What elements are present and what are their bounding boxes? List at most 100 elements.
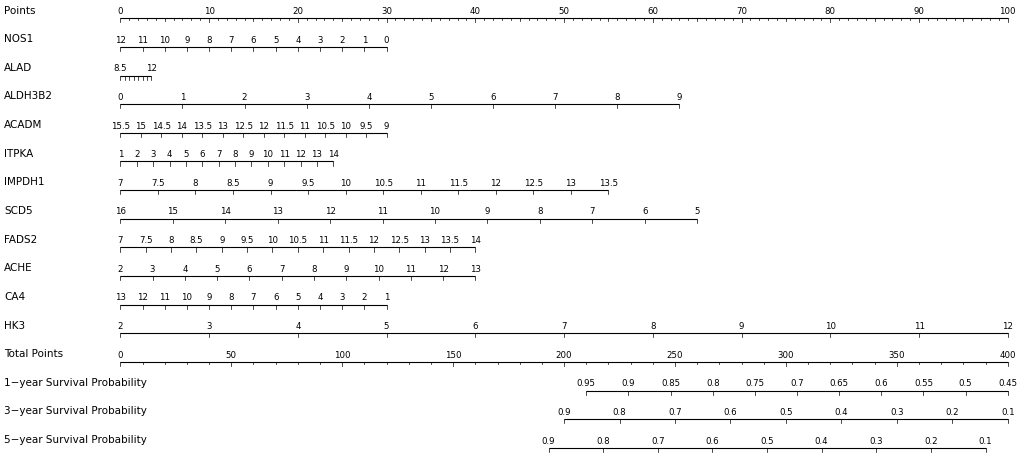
Text: 0: 0 [383, 36, 389, 45]
Text: 7: 7 [560, 322, 567, 331]
Text: 400: 400 [999, 351, 1015, 360]
Text: 13: 13 [272, 207, 283, 217]
Text: 3: 3 [206, 322, 212, 331]
Text: 1: 1 [179, 93, 185, 102]
Text: 13: 13 [470, 265, 480, 274]
Text: 6: 6 [200, 150, 205, 159]
Text: 0.4: 0.4 [834, 408, 848, 417]
Text: 9: 9 [383, 122, 389, 131]
Text: 10: 10 [824, 322, 835, 331]
Text: 10.5: 10.5 [288, 236, 307, 245]
Text: 0: 0 [117, 351, 123, 360]
Text: 2: 2 [117, 322, 123, 331]
Text: 0.75: 0.75 [745, 379, 763, 388]
Text: ACHE: ACHE [4, 263, 33, 273]
Text: 13: 13 [419, 236, 430, 245]
Text: 7: 7 [278, 265, 284, 274]
Text: ALDH3B2: ALDH3B2 [4, 91, 53, 101]
Text: 5: 5 [694, 207, 699, 217]
Text: 8: 8 [537, 207, 542, 217]
Text: 12: 12 [146, 64, 157, 73]
Text: 13.5: 13.5 [440, 236, 460, 245]
Text: 9: 9 [206, 293, 212, 303]
Text: 50: 50 [558, 7, 569, 16]
Text: 6: 6 [247, 265, 252, 274]
Text: Total Points: Total Points [4, 349, 63, 359]
Text: 10: 10 [373, 265, 383, 274]
Text: 3: 3 [150, 265, 155, 274]
Text: 200: 200 [555, 351, 572, 360]
Text: 7: 7 [251, 293, 256, 303]
Text: 0.65: 0.65 [828, 379, 848, 388]
Text: 12: 12 [324, 207, 335, 217]
Text: 4: 4 [294, 322, 301, 331]
Text: 13: 13 [217, 122, 228, 131]
Text: 3: 3 [304, 93, 309, 102]
Text: 8: 8 [614, 93, 620, 102]
Text: 6: 6 [273, 293, 278, 303]
Text: 80: 80 [824, 7, 835, 16]
Text: 0.5: 0.5 [779, 408, 792, 417]
Text: 5: 5 [183, 150, 189, 159]
Text: 40: 40 [470, 7, 480, 16]
Text: 0.7: 0.7 [667, 408, 681, 417]
Text: 11.5: 11.5 [448, 179, 468, 188]
Text: 12: 12 [368, 236, 379, 245]
Text: 3: 3 [339, 293, 344, 303]
Text: 7: 7 [117, 179, 123, 188]
Text: 0.1: 0.1 [978, 436, 991, 446]
Text: 4: 4 [182, 265, 187, 274]
Text: 1: 1 [117, 150, 123, 159]
Text: 8.5: 8.5 [113, 64, 127, 73]
Text: 0.9: 0.9 [556, 408, 571, 417]
Text: 60: 60 [647, 7, 657, 16]
Text: 6: 6 [472, 322, 478, 331]
Text: 2: 2 [362, 293, 367, 303]
Text: 0.6: 0.6 [722, 408, 737, 417]
Text: 11: 11 [913, 322, 923, 331]
Text: 10: 10 [339, 122, 351, 131]
Text: 11: 11 [159, 293, 170, 303]
Text: 12.5: 12.5 [389, 236, 409, 245]
Text: 2: 2 [133, 150, 140, 159]
Text: 0.2: 0.2 [923, 436, 936, 446]
Text: 1: 1 [383, 293, 389, 303]
Text: 8: 8 [228, 293, 233, 303]
Text: CA4: CA4 [4, 292, 25, 302]
Text: 3: 3 [150, 150, 156, 159]
Text: 10: 10 [429, 207, 440, 217]
Text: 9: 9 [343, 265, 348, 274]
Text: 10: 10 [267, 236, 278, 245]
Text: 8: 8 [168, 236, 173, 245]
Text: 14: 14 [327, 150, 338, 159]
Text: 6: 6 [251, 36, 256, 45]
Text: 13.5: 13.5 [193, 122, 212, 131]
Text: 0.3: 0.3 [890, 408, 903, 417]
Text: 11: 11 [299, 122, 310, 131]
Text: 0.2: 0.2 [945, 408, 958, 417]
Text: 0.85: 0.85 [660, 379, 680, 388]
Text: 7: 7 [589, 207, 594, 217]
Text: 10: 10 [181, 293, 193, 303]
Text: 0.8: 0.8 [705, 379, 718, 388]
Text: 3−year Survival Probability: 3−year Survival Probability [4, 406, 147, 416]
Text: 7.5: 7.5 [139, 236, 153, 245]
Text: 14.5: 14.5 [152, 122, 171, 131]
Text: 11: 11 [137, 36, 148, 45]
Text: 0.45: 0.45 [998, 379, 1016, 388]
Text: 5: 5 [383, 322, 389, 331]
Text: SCD5: SCD5 [4, 206, 33, 216]
Text: ALAD: ALAD [4, 63, 33, 73]
Text: 100: 100 [999, 7, 1015, 16]
Text: 13.5: 13.5 [598, 179, 618, 188]
Text: 0: 0 [117, 7, 123, 16]
Text: 250: 250 [666, 351, 683, 360]
Text: 4: 4 [294, 36, 301, 45]
Text: 12: 12 [1002, 322, 1012, 331]
Text: 50: 50 [225, 351, 236, 360]
Text: 4: 4 [166, 150, 172, 159]
Text: 14: 14 [219, 207, 230, 217]
Text: 14: 14 [470, 236, 480, 245]
Text: 8: 8 [649, 322, 655, 331]
Text: 0.7: 0.7 [650, 436, 664, 446]
